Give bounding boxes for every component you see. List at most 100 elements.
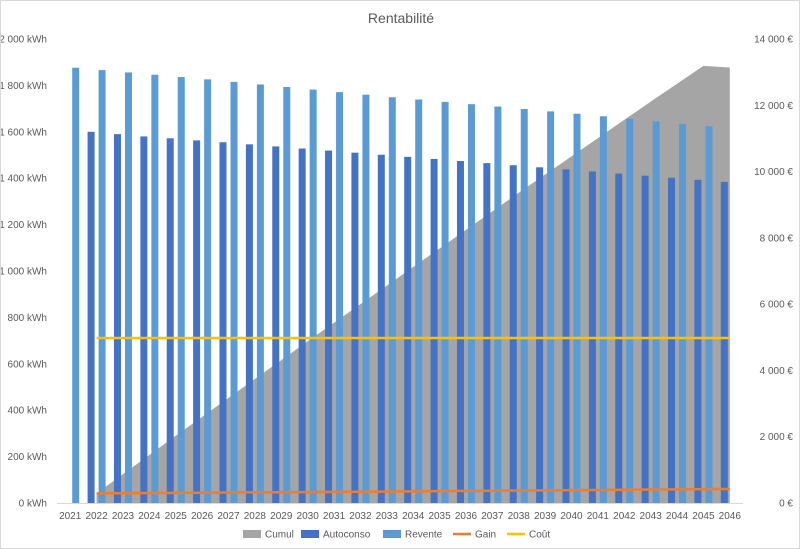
bar-autoconso-2045 xyxy=(694,179,702,503)
bar-autoconso-2035 xyxy=(430,158,438,503)
line-gain xyxy=(96,487,730,495)
x-tick-label: 2039 xyxy=(534,511,557,522)
y-right-tick-label: 8 000 € xyxy=(760,233,794,244)
x-tick-label: 2027 xyxy=(217,511,240,522)
bar-autoconso-2037 xyxy=(483,163,491,503)
bar-autoconso-2028 xyxy=(245,144,253,503)
y-left-tick-label: 1 800 kWh xyxy=(1,81,47,92)
bar-autoconso-2039 xyxy=(536,167,544,503)
x-tick-label: 2024 xyxy=(138,511,161,522)
bar-autoconso-2026 xyxy=(193,140,201,503)
bar-autoconso-2030 xyxy=(298,148,306,503)
bar-autoconso-2034 xyxy=(404,156,412,503)
x-tick-label: 2045 xyxy=(692,511,715,522)
bar-revente-2025 xyxy=(177,77,185,503)
legend-item-gain: Gain xyxy=(453,530,496,541)
x-tick-label: 2035 xyxy=(428,511,451,522)
bar-revente-2032 xyxy=(362,94,370,504)
x-tick-label: 2023 xyxy=(112,511,135,522)
bar-revente-2033 xyxy=(388,97,396,504)
y-left-tick-label: 200 kWh xyxy=(8,452,47,463)
x-tick-label: 2025 xyxy=(165,511,188,522)
y-left-tick-label: 600 kWh xyxy=(8,359,47,370)
y-left-tick-label: 400 kWh xyxy=(8,406,47,417)
x-tick-label: 2040 xyxy=(560,511,583,522)
legend-label: Cumul xyxy=(265,530,294,541)
bar-revente-2043 xyxy=(652,121,660,504)
bar-revente-2027 xyxy=(230,81,238,504)
x-tick-label: 2042 xyxy=(613,511,636,522)
y-right-tick-label: 10 000 € xyxy=(754,167,793,178)
bar-autoconso-2033 xyxy=(377,154,385,503)
y-left-tick-label: 1 000 kWh xyxy=(1,267,47,278)
bar-autoconso-2032 xyxy=(351,152,359,503)
bar-autoconso-2025 xyxy=(166,138,174,503)
x-tick-label: 2030 xyxy=(297,511,320,522)
x-tick-label: 2044 xyxy=(666,511,689,522)
bar-autoconso-2043 xyxy=(641,175,649,503)
y-left-tick-label: 0 kWh xyxy=(19,499,47,510)
legend-item-revente: Revente xyxy=(383,530,443,541)
x-tick-label: 2032 xyxy=(349,511,372,522)
bar-autoconso-2036 xyxy=(456,161,464,504)
legend-item-coût: Coût xyxy=(507,530,550,541)
bar-revente-2026 xyxy=(204,79,212,504)
y-left-tick-label: 1 600 kWh xyxy=(1,127,47,138)
legend-label: Gain xyxy=(475,530,496,541)
bar-revente-2038 xyxy=(520,109,528,504)
y-left-tick-label: 1 200 kWh xyxy=(1,220,47,231)
legend-item-cumul: Cumul xyxy=(243,530,294,541)
bar-revente-2023 xyxy=(124,72,132,504)
bar-revente-2029 xyxy=(283,87,291,504)
bar-revente-2044 xyxy=(679,123,687,504)
bar-revente-2021 xyxy=(72,67,80,503)
y-right-tick-label: 0 € xyxy=(779,499,793,510)
x-tick-label: 2021 xyxy=(59,511,82,522)
x-tick-label: 2034 xyxy=(402,511,425,522)
bar-revente-2022 xyxy=(98,70,106,503)
bar-revente-2041 xyxy=(599,116,607,504)
bar-autoconso-2046 xyxy=(720,181,728,504)
x-tick-label: 2028 xyxy=(244,511,267,522)
x-tick-label: 2022 xyxy=(85,511,108,522)
bar-autoconso-2029 xyxy=(272,146,280,503)
y-right-tick-label: 14 000 € xyxy=(754,35,793,46)
bar-revente-2040 xyxy=(573,113,581,503)
y-right-tick-label: 2 000 € xyxy=(760,432,794,443)
x-tick-label: 2046 xyxy=(719,511,742,522)
y-left-tick-label: 2 000 kWh xyxy=(1,35,47,46)
x-tick-label: 2038 xyxy=(508,511,531,522)
legend-swatch xyxy=(383,530,401,538)
chart-title: Rentabilité xyxy=(368,10,434,26)
area-cumul xyxy=(96,65,730,504)
bar-revente-2034 xyxy=(415,99,423,503)
x-tick-label: 2026 xyxy=(191,511,214,522)
legend-swatch xyxy=(301,530,319,538)
bar-revente-2039 xyxy=(547,111,555,503)
bar-autoconso-2024 xyxy=(140,136,148,503)
y-left-tick-label: 800 kWh xyxy=(8,313,47,324)
bar-revente-2024 xyxy=(151,74,159,503)
bar-revente-2030 xyxy=(309,89,317,504)
bar-autoconso-2038 xyxy=(509,165,517,503)
x-tick-label: 2043 xyxy=(640,511,663,522)
bar-autoconso-2040 xyxy=(562,169,570,503)
legend-label: Revente xyxy=(405,530,443,541)
x-tick-label: 2037 xyxy=(481,511,504,522)
x-tick-label: 2029 xyxy=(270,511,293,522)
bar-revente-2035 xyxy=(441,101,449,503)
y-right-tick-label: 12 000 € xyxy=(754,101,793,112)
x-tick-label: 2033 xyxy=(376,511,399,522)
y-left-tick-label: 1 400 kWh xyxy=(1,174,47,185)
y-right-tick-label: 4 000 € xyxy=(760,366,794,377)
bar-revente-2028 xyxy=(256,84,264,504)
bar-revente-2036 xyxy=(467,104,475,503)
legend-label: Autoconso xyxy=(323,530,371,541)
legend-item-autoconso: Autoconso xyxy=(301,530,371,541)
legend-swatch xyxy=(243,530,261,538)
bar-autoconso-2022 xyxy=(87,131,95,504)
x-tick-label: 2036 xyxy=(455,511,478,522)
bar-autoconso-2031 xyxy=(325,150,333,504)
